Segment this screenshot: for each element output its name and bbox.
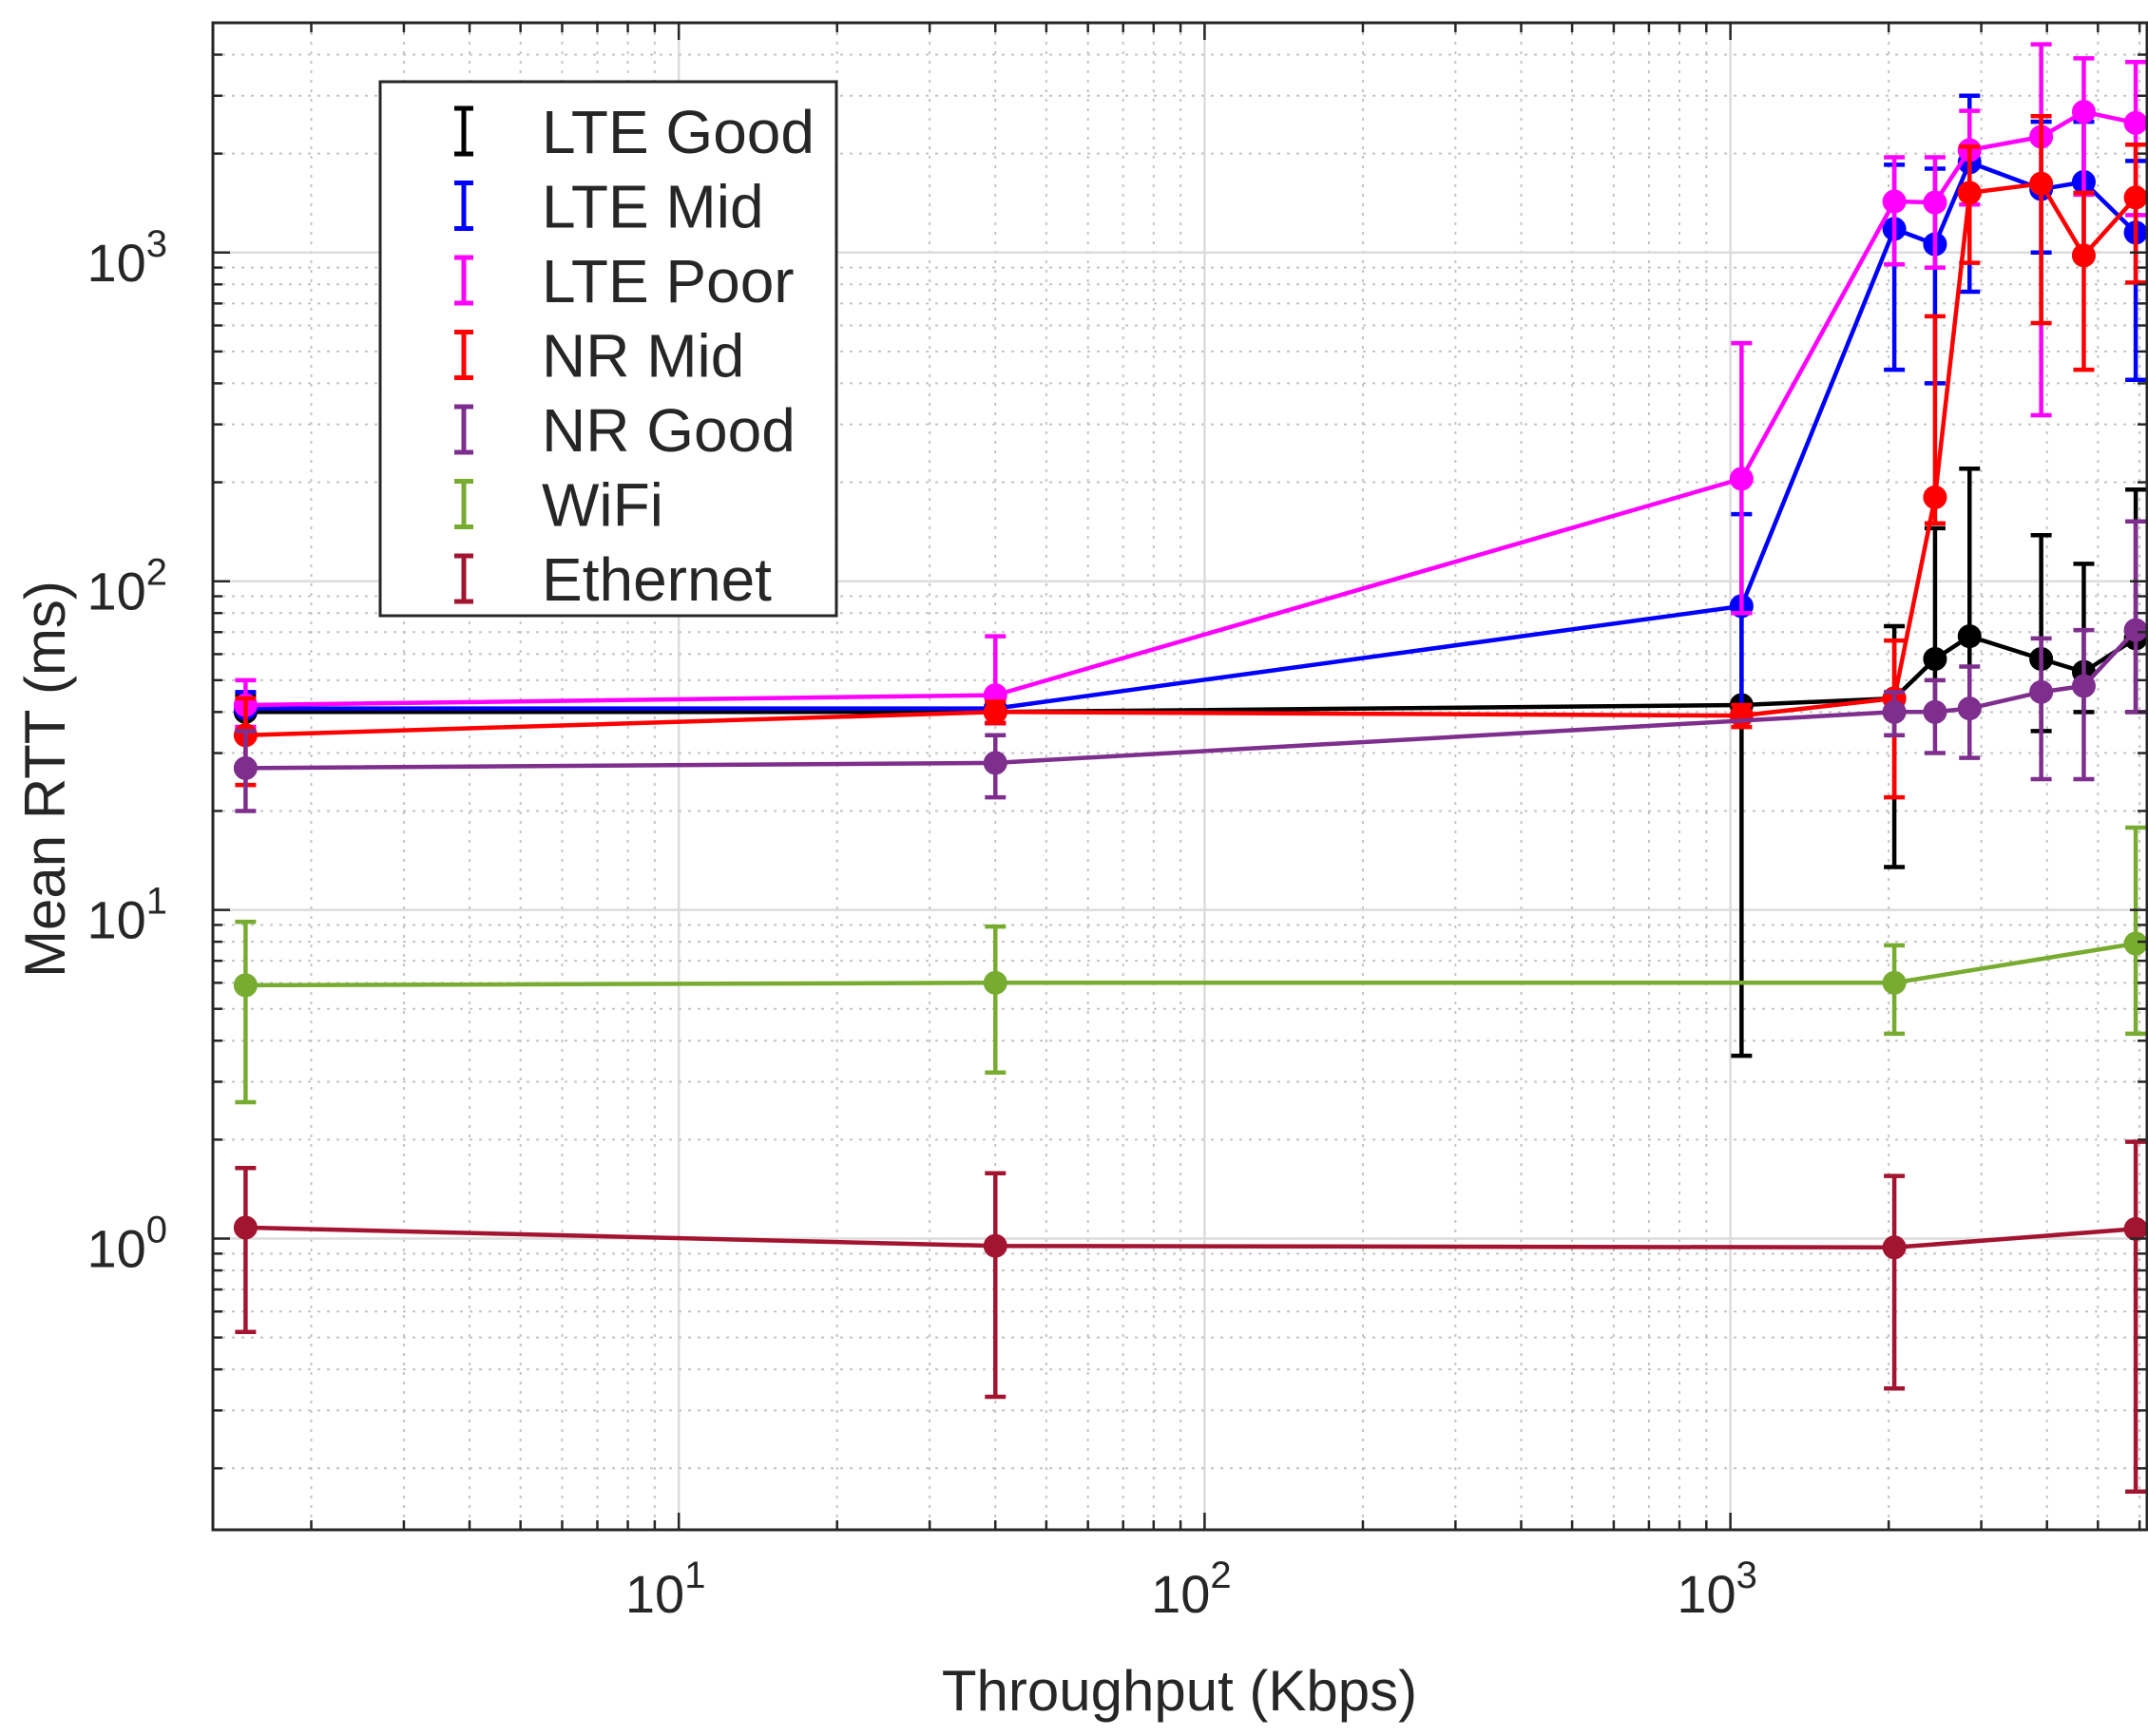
error-bar <box>2125 142 2147 285</box>
tick-layer: 101 102 103 100 101 102 103 <box>86 21 2147 1624</box>
error-bar <box>985 1171 1007 1400</box>
error-bar <box>2030 113 2052 326</box>
data-point <box>1882 189 1907 214</box>
error-bar <box>235 1165 257 1334</box>
data-point <box>983 751 1007 775</box>
x-axis-title: Throughput (Kbps) <box>942 1659 1417 1723</box>
series-nr-good <box>233 519 2148 813</box>
data-point <box>2123 110 2148 135</box>
x-tick-label: 101 <box>625 1555 706 1624</box>
data-point <box>2123 931 2148 956</box>
data-point <box>1923 699 1947 724</box>
data-point <box>1729 467 1754 491</box>
legend-label: NR Mid <box>542 322 744 391</box>
series-line <box>245 1225 2137 1250</box>
legend-label: LTE Good <box>542 98 815 166</box>
data-point <box>2071 100 2096 124</box>
legend-label: NR Good <box>542 396 796 465</box>
data-point <box>1729 703 1754 728</box>
data-point <box>2123 1216 2148 1241</box>
legend-item: LTE Mid <box>454 173 764 241</box>
legend-item: LTE Good <box>454 98 815 166</box>
y-tick-label: 101 <box>86 881 167 950</box>
legend-item: LTE Poor <box>454 247 795 315</box>
data-point <box>983 699 1007 724</box>
data-point <box>1923 485 1947 509</box>
data-point <box>1923 190 1947 215</box>
data-point <box>983 1233 1007 1258</box>
data-point <box>1957 696 1982 721</box>
y-axis-title: Mean RTT (ms) <box>13 581 77 978</box>
legend-label: WiFi <box>542 471 663 540</box>
error-bar <box>2030 636 2052 782</box>
legend-item: NR Mid <box>454 322 744 391</box>
error-bar <box>1959 144 1981 265</box>
data-point <box>2123 185 2148 210</box>
error-bar <box>2073 627 2095 782</box>
error-bar <box>985 924 1007 1076</box>
data-point <box>2029 171 2054 196</box>
data-point <box>1957 624 1982 649</box>
data-point <box>2029 679 2054 704</box>
x-tick-label: 103 <box>1677 1555 1757 1624</box>
legend-item: WiFi <box>454 471 663 540</box>
legend-label: Ethernet <box>542 545 772 614</box>
legend-label: LTE Mid <box>542 173 764 241</box>
legend-item: Ethernet <box>454 545 772 614</box>
data-point <box>2123 618 2148 642</box>
legend-label: LTE Poor <box>542 247 795 315</box>
y-tick-label: 100 <box>86 1210 167 1279</box>
x-tick-label: 102 <box>1151 1555 1232 1624</box>
y-tick-label: 102 <box>86 552 167 621</box>
data-point <box>1923 647 1947 672</box>
data-point <box>1882 970 1907 995</box>
series-layer <box>233 42 2148 1494</box>
error-bar <box>2125 825 2147 1037</box>
error-bar <box>235 919 257 1105</box>
data-point <box>2071 674 2096 698</box>
series-nr-mid <box>233 113 2148 800</box>
data-point <box>1882 699 1907 724</box>
data-point <box>233 755 258 780</box>
data-point <box>983 970 1007 995</box>
series-line <box>245 941 2137 988</box>
data-point <box>233 973 258 998</box>
data-point <box>1957 181 1982 205</box>
series-wifi <box>233 825 2148 1105</box>
error-bar <box>2073 190 2095 372</box>
series-ethernet <box>233 1139 2148 1494</box>
data-point <box>233 1215 258 1240</box>
y-tick-label: 103 <box>86 223 167 293</box>
error-bar <box>1884 1173 1906 1391</box>
data-point <box>2071 243 2096 268</box>
error-bar <box>2125 1139 2147 1494</box>
data-point <box>1882 1235 1907 1260</box>
legend-item: NR Good <box>454 396 796 465</box>
